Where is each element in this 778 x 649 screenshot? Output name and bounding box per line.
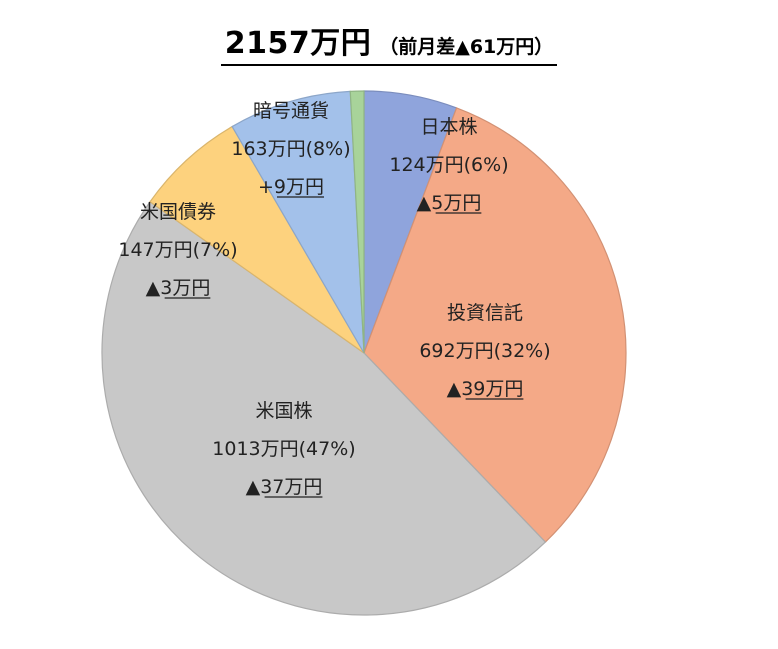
pie-slice-2: [101, 200, 547, 616]
slice-value-4: 163万円(8%): [231, 138, 350, 160]
pie-slices: [101, 90, 627, 616]
pie-slice-3: [149, 125, 365, 354]
slice-delta-3: ▲3万円: [146, 277, 211, 299]
chart-title: 2157万円 （前月差▲61万円）: [0, 18, 778, 66]
slice-name-0: 日本株: [420, 116, 477, 138]
title-total: 2157万円: [224, 26, 372, 61]
slice-delta-2: ▲37万円: [246, 476, 323, 498]
chart-title-underline: 2157万円 （前月差▲61万円）: [220, 18, 558, 66]
slice-delta-0: ▲5万円: [417, 192, 482, 214]
pie-slice-5: [349, 90, 365, 354]
slice-name-2: 米国株: [255, 400, 312, 422]
slice-name-1: 投資信託: [447, 302, 523, 324]
slice-name-3: 米国債券: [140, 201, 216, 223]
slice-value-3: 147万円(7%): [118, 239, 237, 261]
slice-delta-4: +9万円: [258, 176, 324, 198]
title-monthly-diff: （前月差▲61万円）: [379, 36, 554, 58]
slice-delta-1: ▲39万円: [447, 378, 524, 400]
pie-slice-4: [231, 90, 365, 354]
pie-slice-1: [363, 107, 627, 543]
slice-value-0: 124万円(6%): [389, 154, 508, 176]
slice-name-4: 暗号通貨: [253, 100, 329, 122]
slice-value-1: 692万円(32%): [419, 340, 550, 362]
slice-value-2: 1013万円(47%): [212, 438, 355, 460]
